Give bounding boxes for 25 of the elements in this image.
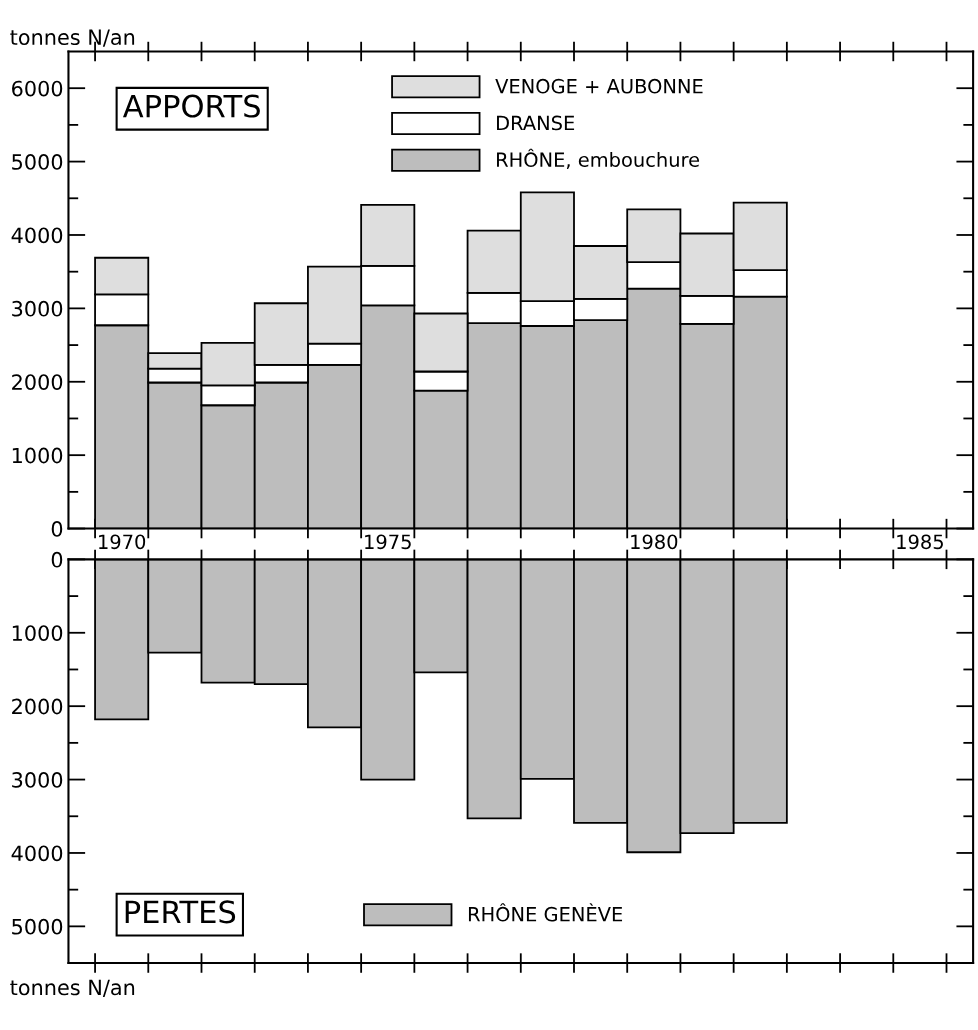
y-tick-label: 4000 — [11, 227, 63, 244]
x-tick-label: 1980 — [631, 534, 678, 550]
y-tick-label: 6000 — [12, 80, 63, 97]
y-tick-label: 1000 — [12, 625, 63, 641]
y-tick-label: 5000 — [12, 154, 63, 170]
legend-label: DRANSE — [497, 115, 575, 131]
legend-label: RHÔNE, embouchure — [497, 148, 700, 170]
y-tick-label: 2000 — [12, 698, 63, 715]
y-axis-title: tonnes N/an — [10, 979, 135, 997]
x-tick-label: 1970 — [99, 534, 146, 550]
x-tick-label: 1975 — [365, 534, 411, 550]
annotation: APPORTS — [122, 94, 260, 118]
y-tick-label: 2000 — [12, 374, 63, 390]
y-tick-label: 5000 — [12, 918, 63, 935]
y-tick-label: 0 — [51, 521, 63, 537]
y-tick-label: 4000 — [11, 845, 63, 862]
annotation: PERTES — [125, 900, 236, 924]
y-tick-label: 3000 — [12, 772, 63, 788]
x-tick-label: 1985 — [897, 534, 943, 550]
y-tick-label: 1000 — [12, 447, 63, 464]
y-axis-title: tonnes N/an — [10, 29, 135, 47]
legend-label: RHÔNE GENÈVE — [468, 903, 623, 922]
legend-label: VENOGE + AUBONNE — [495, 78, 703, 94]
y-tick-label: 0 — [51, 551, 63, 568]
y-tick-label: 3000 — [12, 300, 63, 317]
